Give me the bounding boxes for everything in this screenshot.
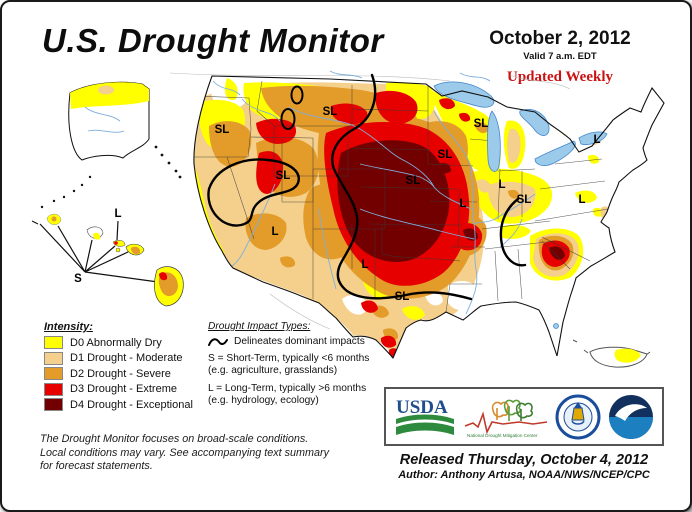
short-term-line: S = Short-Term, typically <6 months <box>208 353 370 365</box>
disclaimer-text: The Drought Monitor focuses on broad-sca… <box>40 433 329 474</box>
legend-title: Intensity: <box>44 321 93 333</box>
great-lakes <box>433 81 608 329</box>
valid-time: Valid 7 a.m. EDT <box>523 51 597 62</box>
updated-weekly-note: Updated Weekly <box>507 69 613 85</box>
d0-label: D0 Abnormally Dry <box>70 336 162 349</box>
conus-outline <box>193 75 665 360</box>
noaa-logo <box>608 394 653 439</box>
short-term-note: S = Short-Term, typically <6 months (e.g… <box>208 353 380 377</box>
d1-label: D1 Drought - Moderate <box>70 352 183 364</box>
state-borders <box>194 80 609 313</box>
delineates-row: Delineates dominant impacts <box>208 336 380 348</box>
released-date: Released Thursday, October 4, 2012 <box>399 452 649 468</box>
svg-text:USDA: USDA <box>396 397 448 418</box>
date-block: October 2, 2012 Valid 7 a.m. EDT Updated… <box>468 28 652 86</box>
map-label-michigan: L <box>498 179 505 191</box>
legend-row-d2: D2 Drought - Severe <box>44 367 206 380</box>
delineates-text: Delineates dominant impacts <box>234 336 365 348</box>
impact-type-labels: SL SL SL L SL SL SL L SL L L L L SL S L <box>74 106 600 303</box>
map-label-arizona: L <box>271 226 278 238</box>
d2-label: D2 Drought - Severe <box>70 367 171 380</box>
svg-text:National Drought Mitigation Ce: National Drought Mitigation Center <box>467 433 538 438</box>
map-label-illinois: L <box>459 198 466 210</box>
legend-row-d4: D4 Drought - Exceptional <box>44 398 206 411</box>
map-label-ohio: SL <box>517 194 532 206</box>
long-term-line: L = Long-Term, typically >6 months <box>208 383 367 395</box>
d0-swatch <box>44 336 63 349</box>
hawaii-inset <box>31 213 184 307</box>
legend-row-d0: D0 Abnormally Dry <box>44 336 206 349</box>
drought-map-svg: SL SL SL L SL SL SL L SL L L L L SL S L <box>31 70 665 368</box>
legend-row-d1: D1 Drought - Moderate <box>44 351 206 365</box>
map-label-texas-north: L <box>361 259 368 271</box>
map-label-hawaii-l: L <box>114 208 121 220</box>
map-label-virginia: L <box>578 194 585 206</box>
disclaimer-line-1: The Drought Monitor focuses on broad-sca… <box>40 433 309 445</box>
puerto-rico-inset <box>572 339 651 368</box>
map-label-nebraska: SL <box>406 175 421 187</box>
squiggle-icon <box>208 337 228 346</box>
alaska-inset <box>40 81 182 209</box>
long-term-note: L = Long-Term, typically >6 months (e.g.… <box>208 383 380 407</box>
disclaimer-line-3: for forecast statements. <box>40 460 153 472</box>
map-label-wisconsin: SL <box>474 118 489 130</box>
map-date: October 2, 2012 <box>489 28 631 49</box>
drought-regions <box>193 77 610 358</box>
d2-swatch <box>44 367 63 380</box>
d1-swatch <box>44 351 63 365</box>
map-label-montana: SL <box>323 106 338 118</box>
legend-row-d3: D3 Drought - Extreme <box>44 382 206 396</box>
ndmc-logo: National Drought Mitigation Center <box>464 399 547 438</box>
d3-swatch <box>44 382 63 396</box>
d3-label: D3 Drought - Extreme <box>70 383 177 395</box>
intensity-legend: Intensity: D0 Abnormally Dry D1 Drought … <box>44 321 206 414</box>
long-term-example: (e.g. hydrology, ecology) <box>208 395 319 407</box>
d4-swatch <box>44 398 63 411</box>
us-drought-map: SL SL SL L SL SL SL L SL L L L L SL S L <box>30 68 678 432</box>
impact-types-block: Drought Impact Types: Delineates dominan… <box>208 321 380 413</box>
agency-logos-box: USDA National Drought Mitigation Center <box>384 387 664 446</box>
page-title: U.S. Drought Monitor <box>42 22 384 59</box>
disclaimer-line-2: Local conditions may vary. See accompany… <box>40 446 330 459</box>
commerce-seal-icon <box>555 394 601 439</box>
d4-label: D4 Drought - Exceptional <box>70 398 193 411</box>
map-label-utah: SL <box>276 170 291 182</box>
map-label-hawaii-s: S <box>74 273 82 285</box>
release-info: Released Thursday, October 4, 2012 Autho… <box>374 452 674 481</box>
usda-logo: USDA <box>396 397 455 435</box>
author-credit: Author: Anthony Artusa, NOAA/NWS/NCEP/CP… <box>398 469 650 481</box>
map-label-oregon: SL <box>215 124 230 136</box>
map-label-minnesota: SL <box>438 149 453 161</box>
short-term-example: (e.g. agriculture, grasslands) <box>208 365 338 377</box>
map-label-newyork: L <box>593 134 600 146</box>
impact-delineation-lines <box>207 73 527 301</box>
impact-types-title: Drought Impact Types: <box>208 321 311 332</box>
map-label-texas-south: SL <box>395 291 410 303</box>
